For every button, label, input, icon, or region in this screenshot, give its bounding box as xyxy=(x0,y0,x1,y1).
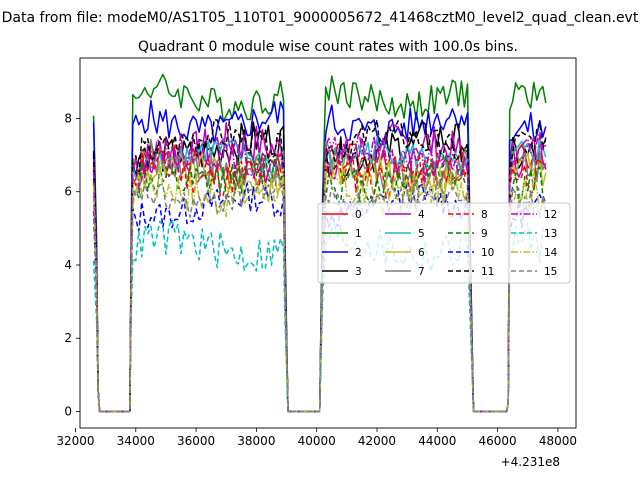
legend-label-8: 8 xyxy=(481,209,488,221)
chart-title: Quadrant 0 module wise count rates with … xyxy=(138,39,518,55)
x-tick-label: 32000 xyxy=(56,434,94,448)
axes-frame xyxy=(79,57,577,429)
x-tick-label: 44000 xyxy=(418,434,456,448)
series-line-14 xyxy=(92,162,547,413)
legend-label-6: 6 xyxy=(418,247,425,259)
series-line-12 xyxy=(92,131,547,413)
x-tick-label: 38000 xyxy=(237,434,275,448)
x-tick-label: 46000 xyxy=(479,434,517,448)
y-tick-label: 4 xyxy=(64,258,72,272)
legend-label-14: 14 xyxy=(544,247,558,259)
series-line-15 xyxy=(92,171,547,413)
legend-label-7: 7 xyxy=(418,266,425,278)
legend-label-13: 13 xyxy=(544,228,557,240)
legend-label-1: 1 xyxy=(355,228,362,240)
series-line-2 xyxy=(92,99,547,413)
legend-label-11: 11 xyxy=(481,266,494,278)
x-tick-label: 34000 xyxy=(117,434,155,448)
x-tick-label: 40000 xyxy=(298,434,336,448)
legend-label-4: 4 xyxy=(418,209,425,221)
series-line-1 xyxy=(92,73,547,413)
x-tick-label: 42000 xyxy=(358,434,396,448)
y-tick-label: 6 xyxy=(64,185,72,199)
y-tick-label: 8 xyxy=(64,111,72,125)
x-tick-label: 36000 xyxy=(177,434,215,448)
legend-box xyxy=(317,202,571,284)
x-axis: 32000 34000 36000 38000 40000 42000 44000 46000… xyxy=(56,428,577,448)
legend-label-12: 12 xyxy=(544,209,557,221)
legend-label-10: 10 xyxy=(481,247,494,259)
y-axis: 0 2 4 6 8 xyxy=(64,111,80,419)
legend-label-0: 0 xyxy=(355,209,362,221)
y-tick-label: 0 xyxy=(64,405,72,419)
series-line-11 xyxy=(92,118,547,413)
legend-label-2: 2 xyxy=(355,247,362,259)
legend-label-5: 5 xyxy=(418,228,425,240)
series-line-10 xyxy=(92,182,547,413)
figure-title: Data from file: modeM0/AS1T05_110T01_900… xyxy=(2,10,639,26)
series-line-8 xyxy=(92,143,546,413)
y-tick-label: 2 xyxy=(64,331,72,345)
x-offset-label: +4.231e8 xyxy=(501,455,560,469)
legend-label-3: 3 xyxy=(355,266,362,278)
legend-label-15: 15 xyxy=(544,266,557,278)
x-tick-label: 48000 xyxy=(539,434,577,448)
legend-label-9: 9 xyxy=(481,228,488,240)
